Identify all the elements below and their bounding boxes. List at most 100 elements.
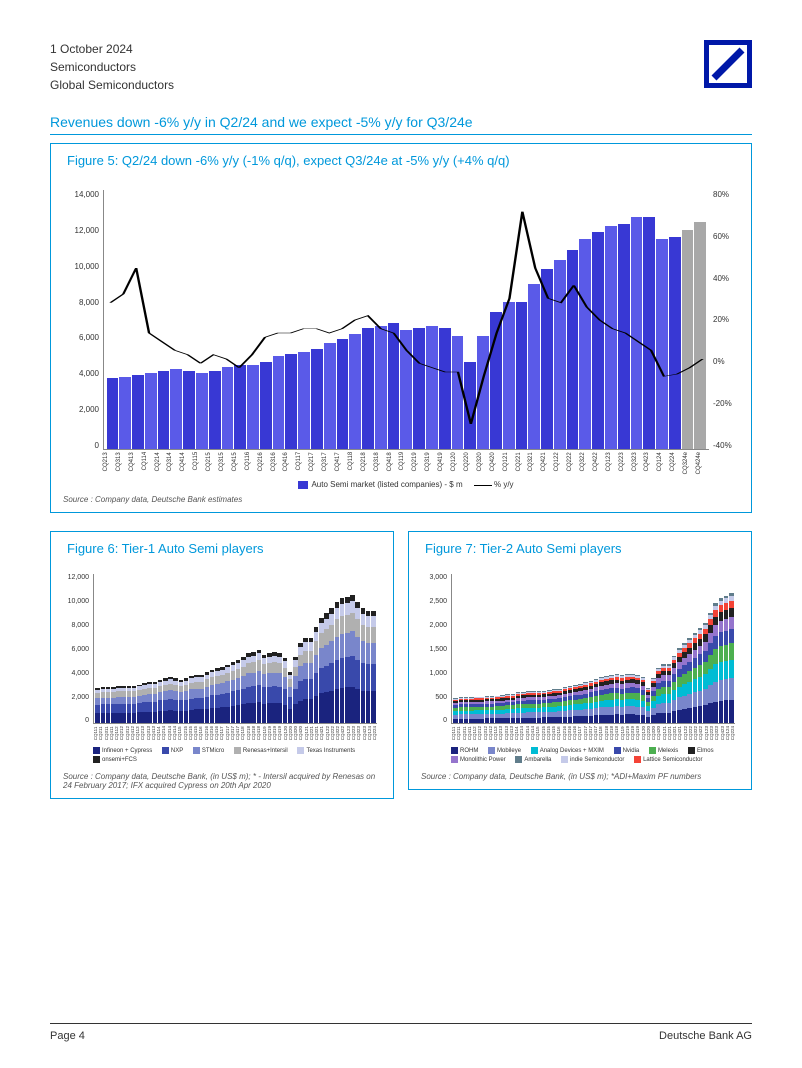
bar (439, 328, 451, 449)
header-line2: Semiconductors (50, 58, 174, 76)
figure-5: Figure 5: Q2/24 down -6% y/y (-1% q/q), … (50, 143, 752, 513)
stacked-bar (620, 675, 625, 723)
bar (477, 336, 489, 449)
bar (375, 326, 387, 449)
stacked-bar (537, 691, 542, 723)
stacked-bar (583, 682, 588, 723)
bar (119, 377, 131, 449)
footer: Page 4 Deutsche Bank AG (50, 1023, 752, 1042)
fig5-y-right: 80%60%40%20%0%-20%-40% (713, 190, 739, 450)
stacked-bar (589, 681, 594, 723)
stacked-bar (552, 689, 557, 723)
stacked-bar (205, 672, 210, 723)
figure-7-chart: 3,0002,5002,0001,5001,0005000 CQ111CQ211… (451, 574, 735, 766)
stacked-bar (578, 684, 583, 723)
bar (158, 371, 170, 449)
stacked-bar (168, 677, 173, 723)
stacked-bar (656, 668, 661, 723)
bar (337, 339, 349, 449)
footer-company: Deutsche Bank AG (659, 1030, 752, 1042)
bar (170, 369, 182, 449)
legend-bar-swatch (298, 481, 308, 489)
stacked-bar (366, 611, 371, 723)
bar (682, 230, 694, 449)
stacked-bar (106, 687, 111, 723)
stacked-bar (262, 655, 267, 724)
bar (183, 371, 195, 449)
header-text: 1 October 2024 Semiconductors Global Sem… (50, 40, 174, 94)
stacked-bar (651, 678, 656, 723)
footer-page: Page 4 (50, 1030, 85, 1042)
figure-7: Figure 7: Tier-2 Auto Semi players 3,000… (408, 531, 752, 817)
stacked-bar (283, 658, 288, 723)
fig6-x-axis: CQ111CQ211CQ311CQ411CQ112CQ212CQ312CQ412… (93, 726, 377, 740)
fig6-bars (93, 574, 377, 724)
stacked-bar (713, 603, 718, 723)
fig5-x-axis: CQ213CQ313CQ413CQ114CQ214CQ314CQ414CQ115… (103, 452, 709, 474)
bar (247, 365, 259, 449)
stacked-bar (184, 678, 189, 723)
stacked-bar (309, 638, 314, 723)
stacked-bar (490, 696, 495, 723)
bar (592, 232, 604, 449)
stacked-bar (474, 697, 479, 723)
stacked-bar (303, 638, 308, 723)
stacked-bar (137, 685, 142, 724)
stacked-bar (568, 686, 573, 723)
bar (388, 323, 400, 449)
stacked-bar (677, 648, 682, 723)
figure-6-title: Figure 6: Tier-1 Auto Semi players (63, 541, 268, 556)
section-title: Revenues down -6% y/y in Q2/24 and we ex… (50, 114, 752, 135)
bar (145, 373, 157, 449)
db-logo-icon (704, 40, 752, 88)
stacked-bar (371, 611, 376, 723)
stacked-bar (609, 675, 614, 723)
stacked-bar (179, 680, 184, 724)
stacked-bar (324, 613, 329, 723)
bar (298, 352, 310, 449)
header-line3: Global Semiconductors (50, 76, 174, 94)
stacked-bar (698, 628, 703, 723)
stacked-bar (225, 665, 230, 724)
fig7-y-axis: 3,0002,5002,0001,5001,0005000 (421, 574, 447, 724)
stacked-bar (516, 692, 521, 723)
stacked-bar (95, 688, 100, 723)
bar (132, 375, 144, 449)
stacked-bar (563, 687, 568, 723)
bar (362, 328, 374, 449)
legend-bar-label: Auto Semi market (listed companies) - $ … (311, 480, 462, 489)
stacked-bar (693, 633, 698, 723)
stacked-bar (241, 657, 246, 723)
stacked-bar (511, 694, 516, 723)
figure-5-chart: 14,00012,00010,0008,0006,0004,0002,0000 … (103, 190, 709, 489)
bar (464, 362, 476, 449)
fig5-source: Source : Company data, Deutsche Bank est… (63, 495, 739, 504)
stacked-bar (111, 687, 116, 723)
stacked-bar (646, 688, 651, 723)
stacked-bar (459, 697, 464, 723)
stacked-bar (729, 593, 734, 723)
stacked-bar (361, 608, 366, 723)
stacked-bar (500, 695, 505, 723)
stacked-bar (153, 682, 158, 723)
stacked-bar (355, 602, 360, 723)
fig7-x-axis: CQ111CQ211CQ311CQ411CQ112CQ212CQ312CQ412… (451, 726, 735, 740)
bar (618, 224, 630, 449)
stacked-bar (526, 691, 531, 723)
stacked-bar (231, 662, 236, 723)
stacked-bar (345, 597, 350, 723)
stacked-bar (158, 680, 163, 724)
stacked-bar (469, 697, 474, 723)
stacked-bar (272, 652, 277, 723)
stacked-bar (464, 697, 469, 723)
stacked-bar (147, 682, 152, 723)
bar (605, 226, 617, 449)
bar (631, 217, 643, 449)
stacked-bar (719, 598, 724, 723)
stacked-bar (127, 686, 132, 723)
fig6-legend: Infineon + Cypress NXP STMicro Renesas+I… (93, 747, 377, 766)
fig6-source: Source : Company data, Deutsche Bank, (i… (63, 772, 381, 790)
fig7-bars (451, 574, 735, 724)
stacked-bar (667, 664, 672, 723)
bar (222, 367, 234, 449)
